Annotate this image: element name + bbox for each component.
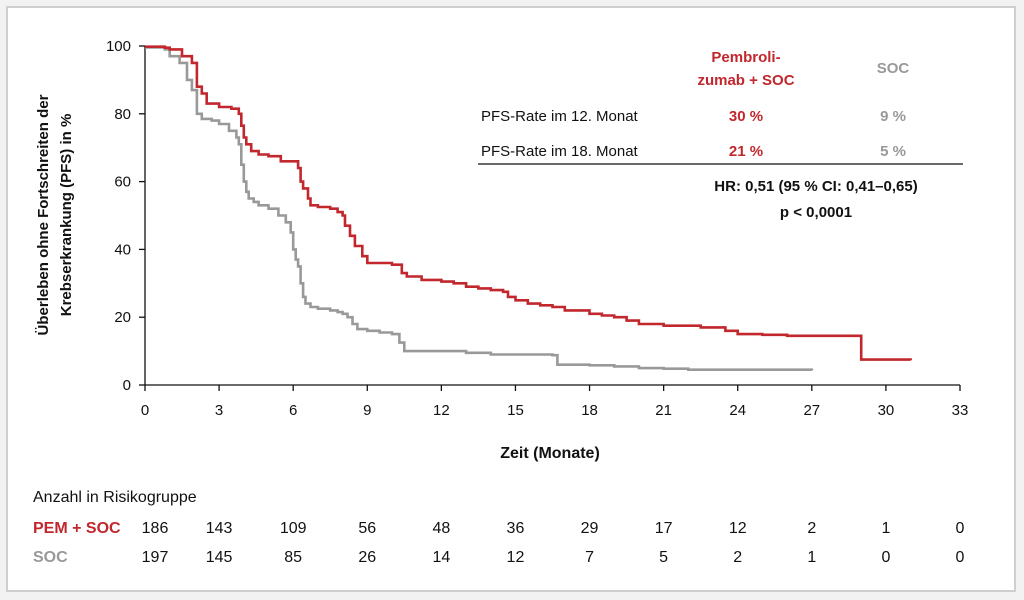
x-tick-label: 9 xyxy=(363,402,371,419)
y-tick-label: 20 xyxy=(114,309,131,326)
row-18-pem-value: 21 % xyxy=(729,143,763,160)
y-tick-label: 80 xyxy=(114,106,131,123)
risk-count: 109 xyxy=(280,520,307,537)
x-tick-label: 0 xyxy=(141,402,149,419)
row-12-pem-value: 30 % xyxy=(729,108,763,125)
risk-count: 26 xyxy=(358,549,376,566)
y-axis-label-line1: Überleben ohne Fortschreiten der xyxy=(35,94,52,335)
p-value-text: p < 0,0001 xyxy=(780,204,852,221)
x-tick-label: 18 xyxy=(581,402,598,419)
risk-count: 197 xyxy=(142,549,169,566)
x-tick-label: 12 xyxy=(433,402,450,419)
risk-count: 0 xyxy=(956,520,965,537)
x-tick-label: 3 xyxy=(215,402,223,419)
x-axis-label: Zeit (Monate) xyxy=(500,445,600,462)
risk-count: 7 xyxy=(585,549,594,566)
y-ticks: 0 20 40 60 80 100 xyxy=(106,38,145,394)
risk-table-title: Anzahl in Risikogruppe xyxy=(33,489,197,506)
row-18-soc-value: 5 % xyxy=(880,143,906,160)
risk-group-pem-label: PEM + SOC xyxy=(33,520,121,537)
y-tick-label: 60 xyxy=(114,174,131,191)
x-tick-label: 15 xyxy=(507,402,524,419)
row-12-soc-value: 9 % xyxy=(880,108,906,125)
risk-count: 29 xyxy=(581,520,599,537)
risk-group-soc-label: SOC xyxy=(33,549,68,566)
risk-count: 0 xyxy=(956,549,965,566)
risk-count: 1 xyxy=(881,520,890,537)
summary-table: Pembroli- zumab + SOC SOC PFS-Rate im 12… xyxy=(478,49,963,221)
risk-count: 14 xyxy=(432,549,450,566)
y-axis-label-line2: Krebserkrankung (PFS) in % xyxy=(58,114,75,317)
x-tick-label: 24 xyxy=(729,402,746,419)
x-tick-label: 30 xyxy=(878,402,895,419)
col-header-soc: SOC xyxy=(877,60,910,77)
risk-count: 48 xyxy=(432,520,450,537)
y-tick-label: 40 xyxy=(114,241,131,258)
axes xyxy=(144,46,960,386)
risk-count: 85 xyxy=(284,549,302,566)
risk-count: 1 xyxy=(807,549,816,566)
risk-count: 36 xyxy=(507,520,525,537)
y-tick-label: 100 xyxy=(106,38,131,55)
x-tick-label: 21 xyxy=(655,402,672,419)
risk-count: 145 xyxy=(206,549,233,566)
x-tick-label: 6 xyxy=(289,402,297,419)
x-tick-label: 27 xyxy=(803,402,820,419)
row-label-12: PFS-Rate im 12. Monat xyxy=(481,108,639,125)
risk-count: 0 xyxy=(881,549,890,566)
risk-count: 143 xyxy=(206,520,233,537)
col-header-pem-line1: Pembroli- xyxy=(711,49,780,66)
risk-count: 2 xyxy=(807,520,816,537)
col-header-pem-line2: zumab + SOC xyxy=(697,72,794,89)
y-tick-label: 0 xyxy=(123,377,131,394)
risk-table: Anzahl in Risikogruppe PEM + SOC SOC 186… xyxy=(33,489,965,566)
x-tick-label: 33 xyxy=(952,402,969,419)
figure-frame xyxy=(6,6,1016,592)
risk-count: 12 xyxy=(729,520,747,537)
risk-count: 56 xyxy=(358,520,376,537)
risk-count: 5 xyxy=(659,549,668,566)
row-label-18: PFS-Rate im 18. Monat xyxy=(481,143,639,160)
risk-count: 186 xyxy=(142,520,169,537)
risk-count: 17 xyxy=(655,520,673,537)
soc-curve xyxy=(145,46,814,371)
risk-count: 2 xyxy=(733,549,742,566)
risk-count: 12 xyxy=(507,549,525,566)
x-ticks: 0 3 6 9 12 15 18 21 24 27 30 33 xyxy=(141,385,969,419)
series-lines xyxy=(145,45,912,371)
hr-text: HR: 0,51 (95 % CI: 0,41–0,65) xyxy=(714,178,917,195)
pem-soc-curve xyxy=(145,45,912,361)
